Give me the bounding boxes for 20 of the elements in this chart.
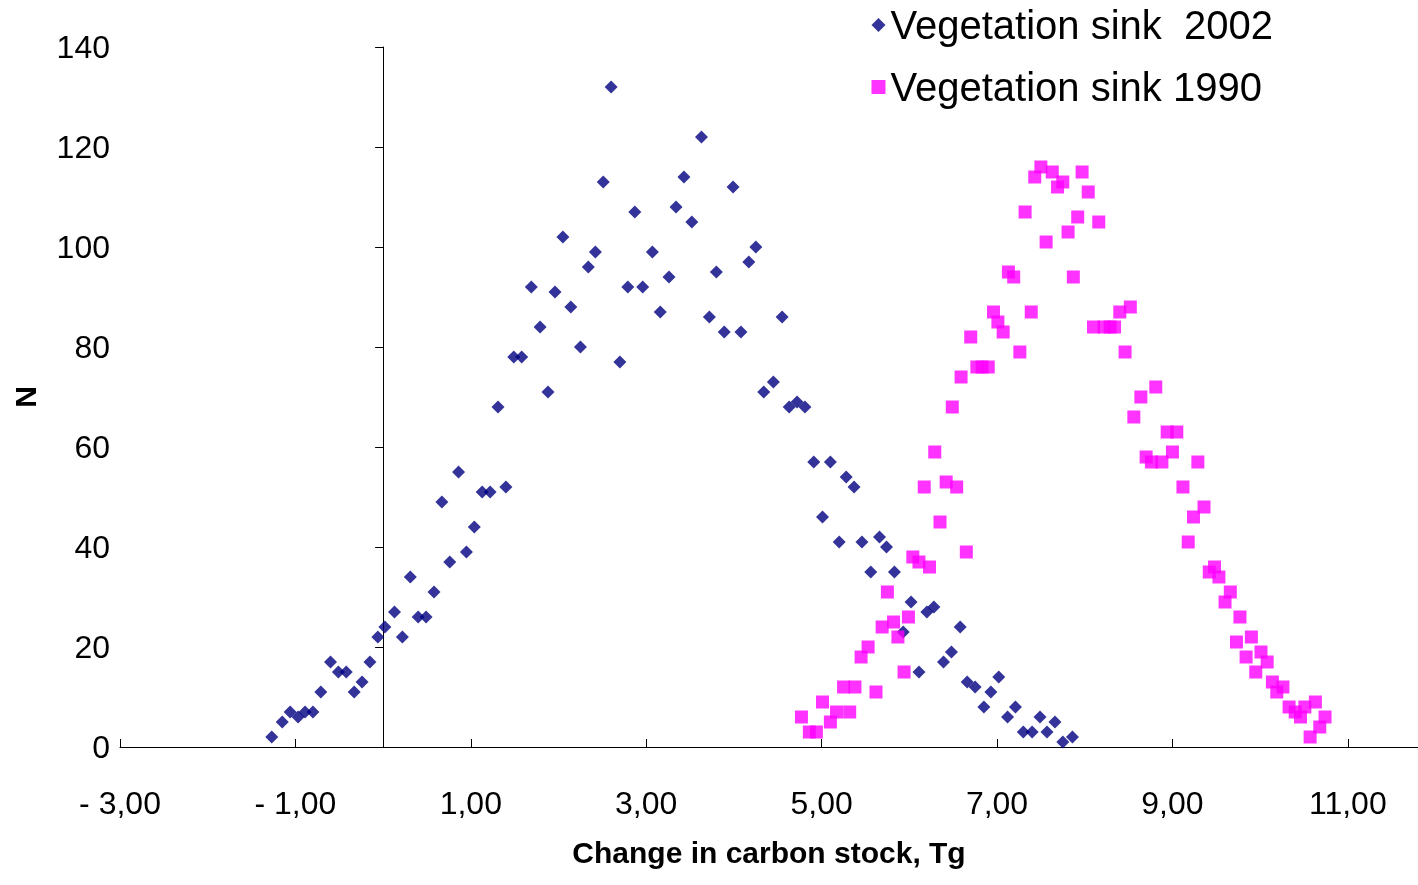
y-tick-label: 0 — [92, 729, 110, 765]
x-axis-title: Change in carbon stock, Tg — [572, 835, 966, 869]
legend-label: Vegetation sink 2002 — [890, 3, 1274, 47]
x-tick-label: 5,00 — [790, 785, 853, 821]
y-axis-title: N — [8, 386, 42, 408]
y-tick-label: 140 — [56, 29, 110, 65]
legend-label: Vegetation sink 1990 — [890, 65, 1262, 109]
x-tick-label: - 1,00 — [254, 785, 337, 821]
x-tick-label: 7,00 — [965, 785, 1029, 821]
y-tick-label: 80 — [74, 329, 110, 365]
y-tick-label: 20 — [74, 629, 110, 665]
y-tick-label: 40 — [74, 529, 110, 565]
x-tick-label: 11,00 — [1308, 785, 1387, 821]
x-tick-label: 9,00 — [1141, 785, 1204, 821]
y-tick-label: 60 — [74, 429, 110, 465]
x-tick-label: 1,00 — [439, 785, 502, 821]
y-tick-label: 120 — [56, 129, 110, 165]
y-tick-label: 100 — [56, 229, 110, 265]
x-tick-label: - 3,00 — [79, 785, 161, 821]
x-tick-label: 3,00 — [615, 785, 678, 821]
